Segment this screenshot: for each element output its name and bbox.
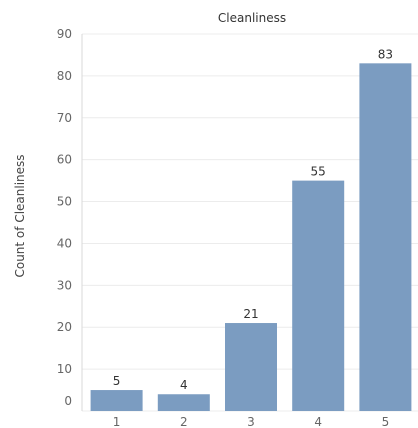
x-tick-label: 2 xyxy=(180,415,188,428)
y-axis-ticks: 0 10 20 30 40 50 60 70 80 90 xyxy=(57,27,72,408)
data-labels: 5 4 21 55 83 xyxy=(113,47,393,392)
y-tick-label: 60 xyxy=(57,153,72,167)
y-axis-label: Count of Cleanliness xyxy=(13,154,27,277)
gridlines xyxy=(82,33,418,412)
data-label: 21 xyxy=(243,307,258,321)
bar-1 xyxy=(90,390,143,411)
y-tick-label: 30 xyxy=(57,278,72,292)
y-tick-label: 90 xyxy=(57,27,72,41)
bars xyxy=(90,63,412,411)
bar-4 xyxy=(292,180,345,411)
bar-5 xyxy=(359,63,412,411)
bar-2 xyxy=(157,394,210,411)
y-tick-label: 10 xyxy=(57,362,72,376)
data-label: 83 xyxy=(378,47,393,61)
y-tick-label: 20 xyxy=(57,320,72,334)
y-tick-label: 40 xyxy=(57,236,72,250)
data-label: 4 xyxy=(180,378,188,392)
data-label: 5 xyxy=(113,374,121,388)
y-tick-label: 50 xyxy=(57,195,72,209)
x-tick-label: 3 xyxy=(247,415,255,428)
data-label: 55 xyxy=(311,165,326,179)
x-axis-ticks: 1 2 3 4 5 xyxy=(113,415,389,428)
x-tick-label: 5 xyxy=(382,415,390,428)
bar-3 xyxy=(225,323,277,411)
x-tick-label: 1 xyxy=(113,415,121,428)
chart-title: Cleanliness xyxy=(218,11,286,25)
y-tick-label: 80 xyxy=(57,69,72,83)
x-tick-label: 4 xyxy=(314,415,322,428)
y-tick-label: 70 xyxy=(57,111,72,125)
y-tick-label: 0 xyxy=(64,394,72,408)
